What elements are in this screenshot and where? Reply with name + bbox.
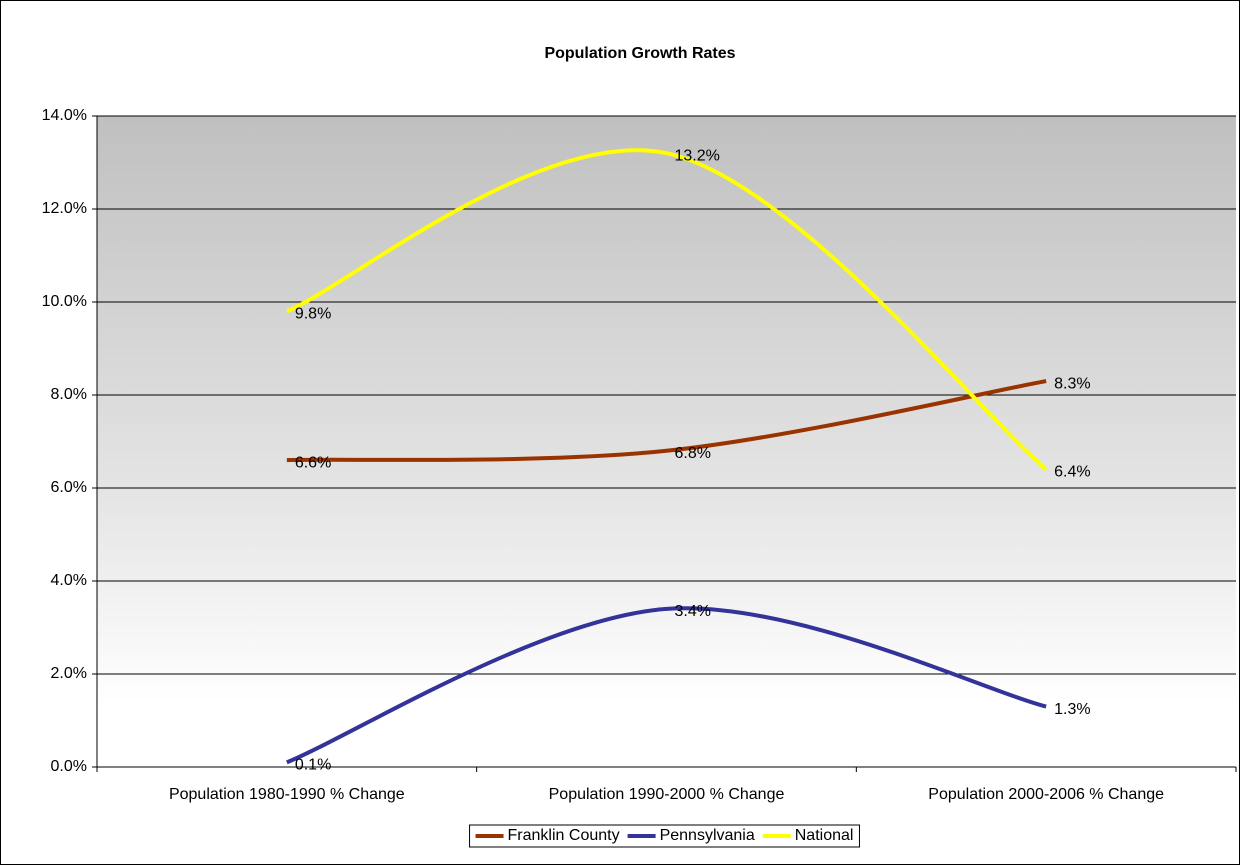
series-line: [286, 148, 1048, 471]
legend-box: [469, 824, 860, 848]
legend-label: National: [795, 827, 854, 844]
x-tick-label: Population 1980-1990 % Change: [169, 786, 405, 803]
data-label: 0.1%: [295, 757, 331, 774]
x-tick-label: Population 2000-2006 % Change: [928, 786, 1164, 803]
y-tick-label: 0.0%: [51, 758, 87, 775]
legend-label: Franklin County: [508, 827, 620, 844]
series-line: [286, 606, 1047, 765]
data-label: 3.4%: [675, 603, 711, 620]
data-label: 6.8%: [675, 445, 711, 462]
legend-label: Pennsylvania: [660, 827, 755, 844]
y-tick-label: 2.0%: [51, 665, 87, 682]
chart-title: Population Growth Rates: [544, 45, 735, 62]
data-label: 13.2%: [675, 147, 720, 164]
data-label: 1.3%: [1054, 701, 1090, 718]
data-label: 9.8%: [295, 306, 331, 323]
y-tick-label: 4.0%: [51, 572, 87, 589]
series-line: [286, 379, 1047, 463]
y-tick-label: 14.0%: [42, 107, 87, 124]
x-tick-label: Population 1990-2000 % Change: [549, 786, 785, 803]
data-label: 6.4%: [1054, 464, 1090, 481]
data-label: 6.6%: [295, 454, 331, 471]
y-tick-label: 12.0%: [42, 200, 87, 217]
y-tick-label: 6.0%: [51, 479, 87, 496]
y-tick-label: 10.0%: [42, 293, 87, 310]
y-tick-label: 8.0%: [51, 386, 87, 403]
plot-area: [97, 116, 1236, 767]
data-label: 8.3%: [1054, 375, 1090, 392]
